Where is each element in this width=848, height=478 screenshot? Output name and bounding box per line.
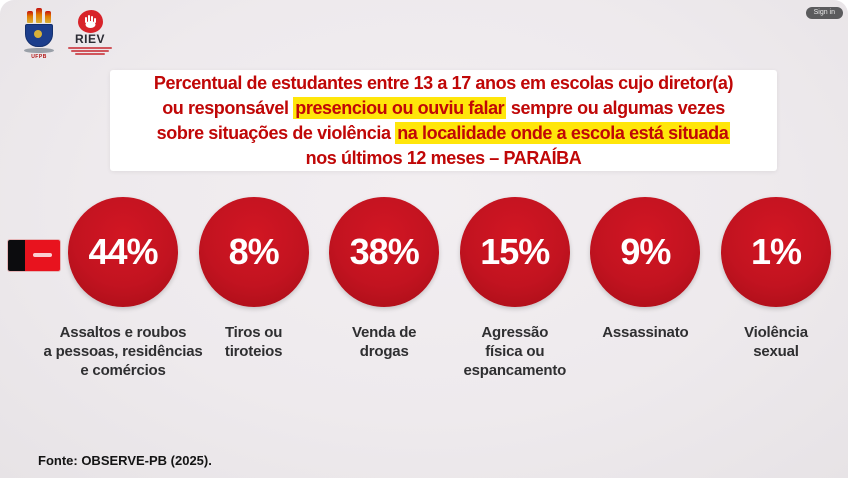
ufpb-label: UFPB [31,54,47,60]
riev-logo: RIEV [64,10,116,60]
stat-value: 1% [750,231,802,272]
stat-label: Assaltos e roubos a pessoas, residências… [43,324,203,379]
ufpb-torches-icon [22,8,56,23]
sign-in-button[interactable]: Sign in [805,7,843,19]
stat-label: Tiros ou tiroteios [224,324,283,360]
title-line: sobre situações de violência na localida… [156,121,731,144]
stat-assaltos-roubos: 44% Assaltos e roubos a pessoas, residên… [43,197,203,380]
stat-tiros-tiroteios: 8% Tiros ou tiroteios [189,197,319,380]
stat-assassinato: 9% Assassinato [580,197,710,380]
stat-label: Agressão física ou espancamento [463,324,567,379]
stat-circle: 38% [329,197,440,307]
stat-value: 9% [620,231,671,272]
stat-value: 15% [480,231,550,272]
stat-circle: 1% [720,197,831,307]
stat-value: 44% [88,231,158,272]
stats-row: 44% Assaltos e roubos a pessoas, residên… [43,197,841,380]
stat-venda-drogas: 38% Venda de drogas [319,197,449,380]
ufpb-logo: UFPB [22,8,56,60]
ufpb-pedestal-icon [24,48,54,53]
title-line: nos últimos 12 meses – PARAÍBA [305,147,582,168]
slide-title: Percentual de estudantes entre 13 a 17 a… [110,71,777,171]
stat-label: Venda de drogas [352,324,417,360]
stat-value: 8% [228,231,280,272]
watermark-black-panel [8,240,25,271]
stat-circle: 9% [590,197,701,307]
stat-violencia-sexual: 1% Violência sexual [711,197,841,380]
source-text: Fonte: OBSERVE-PB (2025). [38,453,212,468]
stat-value: 38% [349,231,420,272]
stat-circle: 44% [68,197,178,307]
stat-agressao-fisica: 15% Agressão física ou espancamento [450,197,580,380]
title-line: ou responsável presenciou ou ouviu falar… [162,96,725,119]
title-box: Percentual de estudantes entre 13 a 17 a… [110,70,777,171]
ufpb-shield-icon [25,24,53,47]
stat-label: Violência sexual [744,324,808,360]
stat-circle: 15% [459,197,570,307]
watermark-logo [8,240,60,271]
riev-label: RIEV [74,32,105,46]
stat-label: Assassinato [602,324,689,341]
watermark-text [33,253,52,257]
riev-hand-icon [77,10,103,33]
riev-subtext [68,47,112,55]
title-line: Percentual de estudantes entre 13 a 17 a… [153,72,734,93]
stat-circle: 8% [198,197,309,307]
watermark-red-panel [25,240,60,271]
